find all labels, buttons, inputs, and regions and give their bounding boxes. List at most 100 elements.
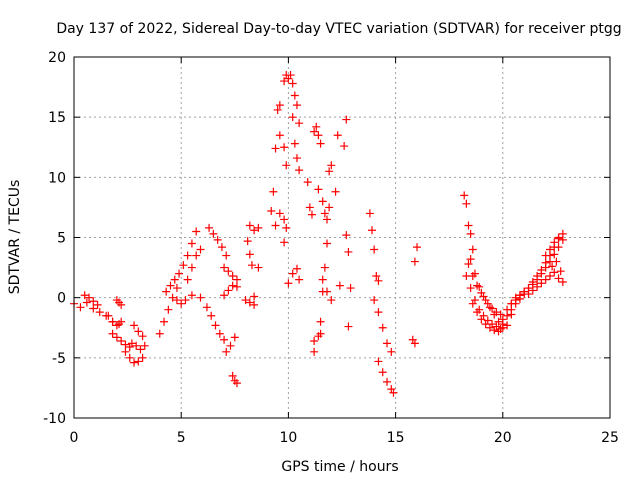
x-tick-label: 25 [601,430,619,446]
data-point [275,101,284,110]
data-point [243,237,252,246]
data-point [488,304,497,313]
data-point [552,257,561,266]
data-point [228,371,237,380]
x-axis-ticks: 0 5 10 15 20 25 [70,57,619,446]
data-point [511,296,520,305]
data-point [104,311,113,320]
data-point [220,263,229,272]
data-point [286,71,295,80]
data-point [344,247,353,256]
data-point [554,274,563,283]
data-point [280,215,289,224]
data-point [344,322,353,331]
data-point [280,238,289,247]
data-point [170,275,179,284]
data-point [383,339,392,348]
data-point [312,122,321,131]
data-point [307,210,316,219]
data-point [209,229,218,238]
data-point [310,127,319,136]
data-point [515,291,524,300]
y-tick-label: 15 [48,110,66,126]
data-point [164,305,173,314]
data-point [117,317,126,326]
data-point [108,317,117,326]
data-point [215,329,224,338]
data-point [479,292,488,301]
data-point [507,299,516,308]
data-point [271,221,280,230]
data-point [179,261,188,270]
data-point [318,197,327,206]
data-point [490,326,499,335]
data-point [503,305,512,314]
data-point [292,101,301,110]
data-point [117,300,126,309]
data-point [550,238,559,247]
data-point [267,207,276,216]
x-tick-label: 20 [494,430,512,446]
data-point [183,275,192,284]
data-point [202,303,211,312]
data-point [460,191,469,200]
data-point [288,79,297,88]
data-point [250,226,259,235]
data-point [172,296,181,305]
gridlines [74,57,610,418]
data-point [503,321,512,330]
data-point [410,257,419,266]
data-point [368,226,377,235]
data-point [220,291,229,300]
data-point [162,287,171,296]
y-axis-ticks: -10 -5 0 5 10 15 20 [43,50,610,427]
data-point [282,161,291,170]
data-point [172,284,181,293]
data-point [196,245,205,254]
data-point [537,269,546,278]
data-point [533,275,542,284]
data-point [220,335,229,344]
data-point [316,329,325,338]
data-point [187,291,196,300]
data-point [254,263,263,272]
data-point [138,353,147,362]
data-point [558,229,567,238]
data-point [192,227,201,236]
data-point [305,203,314,212]
data-point [82,298,91,307]
data-point [541,251,550,260]
data-point [477,315,486,324]
data-point [222,251,231,260]
data-point [254,223,263,232]
data-point [222,347,231,356]
data-point [310,336,319,345]
data-point [187,263,196,272]
data-point [160,317,169,326]
data-point [187,239,196,248]
data-point [466,229,475,238]
y-axis-label: SDTVAR / TECUs [7,180,23,295]
data-point [316,139,325,148]
data-point [325,203,334,212]
data-point [322,239,331,248]
data-point [250,292,259,301]
data-point [136,345,145,354]
data-point [269,187,278,196]
data-point [284,279,293,288]
data-point [466,284,475,293]
data-point [331,187,340,196]
data-point [333,131,342,140]
x-axis-label: GPS time / hours [281,459,398,475]
data-point [374,357,383,366]
data-point [211,321,220,330]
data-point [232,379,241,388]
data-point [95,308,104,317]
data-point [177,299,186,308]
data-point [217,243,226,252]
data-point [462,272,471,281]
data-point [85,293,94,302]
data-point [117,336,126,345]
data-point [327,161,336,170]
